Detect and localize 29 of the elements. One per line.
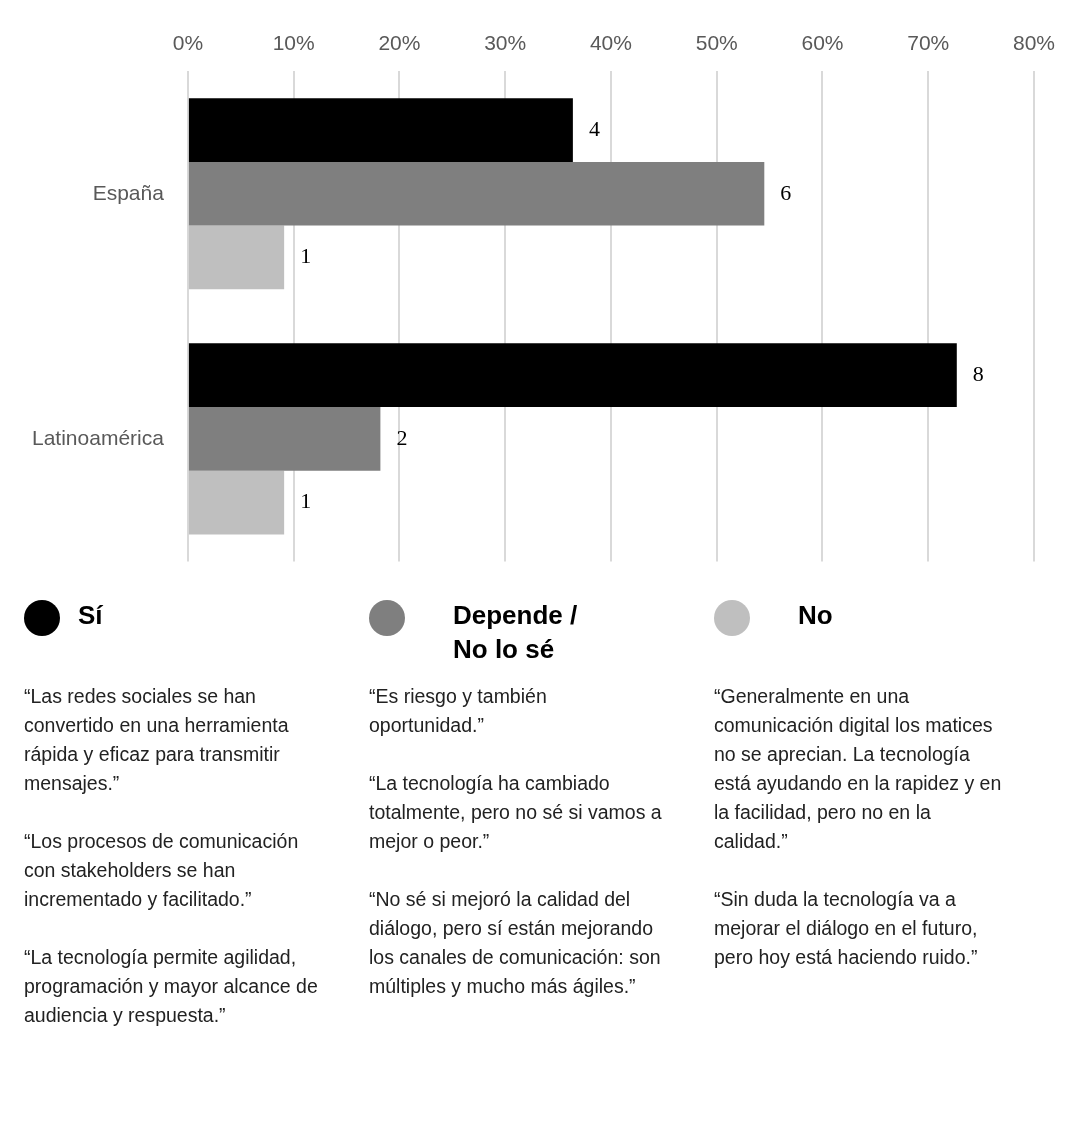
- bar: [188, 343, 957, 407]
- x-tick-label: 10%: [272, 31, 315, 55]
- annotation: 8: [972, 360, 984, 386]
- annotation: 4: [588, 115, 600, 141]
- annotation: 2: [396, 424, 408, 450]
- bar: [188, 98, 573, 162]
- legend-label: No: [798, 599, 834, 632]
- text: “Las redes sociales se han convertido en una herramienta rápida y eficaz para transmitir mensajes.” “Los procesos de comunicación con stakeholders se han incrementado y facilitado.” “La tecnología permite agilidad, programación y mayor alcance de audiencia y respuesta.”: [24, 685, 318, 1026]
- y-tick-label: Latinoamérica: [32, 425, 165, 449]
- text: “Es riesgo y también oportunidad.” “La tecnología ha cambiado totalmente, pero no sé si vamos a mejor o peor.” “No sé si mejoró la calidad del diálogo, pero sí están mejorando los canales de comunicación: son múltiples y mucho más ágiles.”: [369, 685, 662, 997]
- x-tick-label: 40%: [589, 31, 632, 55]
- x-tick-label: 20%: [378, 31, 421, 55]
- x-tick-label: 60%: [801, 31, 844, 55]
- bar: [188, 406, 381, 471]
- bar: [188, 225, 285, 290]
- y-tick-label: España: [92, 180, 165, 204]
- bar: [188, 161, 765, 226]
- x-tick-label: 80%: [1012, 31, 1056, 55]
- annotation: 6: [780, 179, 792, 205]
- text: “Generalmente en una comunicación digital los matices no se aprecian. La tecnología está ayudando en la rapidez y en la facilidad, pero no en la calidad.” “Sin duda la tecnología va a mejorar el diálogo en el futuro, pero hoy está haciendo ruido.”: [714, 685, 1002, 968]
- x-tick-label: 50%: [695, 31, 738, 55]
- legend-label: Sí: [78, 599, 104, 632]
- annotation: 1: [300, 488, 312, 514]
- bar: [188, 470, 285, 535]
- annotation: 1: [300, 243, 312, 269]
- x-tick-label: 30%: [484, 31, 527, 55]
- x-tick-label: 70%: [907, 31, 950, 55]
- x-tick-label: 0%: [172, 31, 204, 55]
- legend-label: Depende / No lo sé: [453, 599, 579, 666]
